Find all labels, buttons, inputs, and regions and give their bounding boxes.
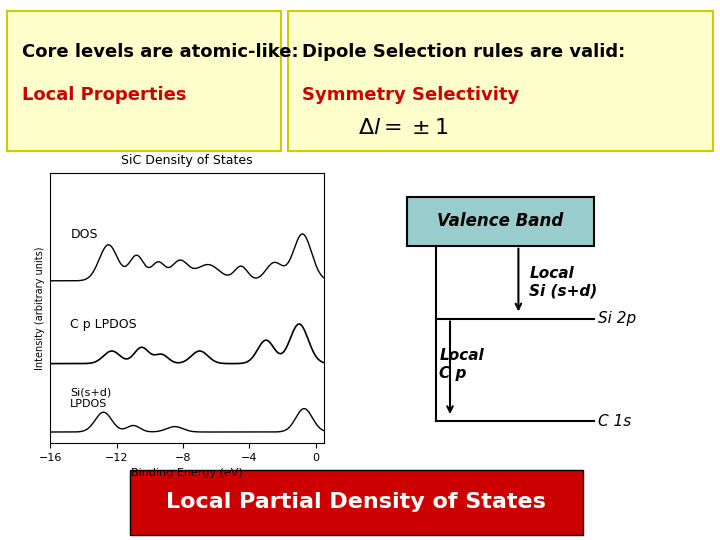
X-axis label: Binding Energy (eV): Binding Energy (eV) bbox=[131, 468, 243, 478]
Text: Local Partial Density of States: Local Partial Density of States bbox=[166, 492, 546, 512]
Text: Local
Si (s+d): Local Si (s+d) bbox=[529, 266, 598, 298]
Text: Local
C p: Local C p bbox=[439, 348, 484, 381]
Title: SiC Density of States: SiC Density of States bbox=[122, 154, 253, 167]
Text: Core levels are atomic-like:: Core levels are atomic-like: bbox=[22, 43, 298, 61]
Text: Symmetry Selectivity: Symmetry Selectivity bbox=[302, 86, 520, 104]
Text: C p LPDOS: C p LPDOS bbox=[71, 318, 137, 330]
Bar bbox=[288, 11, 713, 151]
Text: $\Delta l = \pm 1$: $\Delta l = \pm 1$ bbox=[358, 118, 449, 138]
Text: Si 2p: Si 2p bbox=[598, 311, 636, 326]
Text: DOS: DOS bbox=[71, 227, 98, 241]
Text: C 1s: C 1s bbox=[598, 414, 631, 429]
Text: Dipole Selection rules are valid:: Dipole Selection rules are valid: bbox=[302, 43, 626, 61]
Text: Valence Band: Valence Band bbox=[437, 212, 564, 231]
Y-axis label: Intensity (arbitrary units): Intensity (arbitrary units) bbox=[35, 246, 45, 369]
Bar bbox=[130, 470, 583, 535]
Bar bbox=[7, 11, 281, 151]
Text: Local Properties: Local Properties bbox=[22, 86, 186, 104]
Bar bbox=[407, 197, 594, 246]
Text: Si(s+d)
LPDOS: Si(s+d) LPDOS bbox=[71, 387, 112, 409]
